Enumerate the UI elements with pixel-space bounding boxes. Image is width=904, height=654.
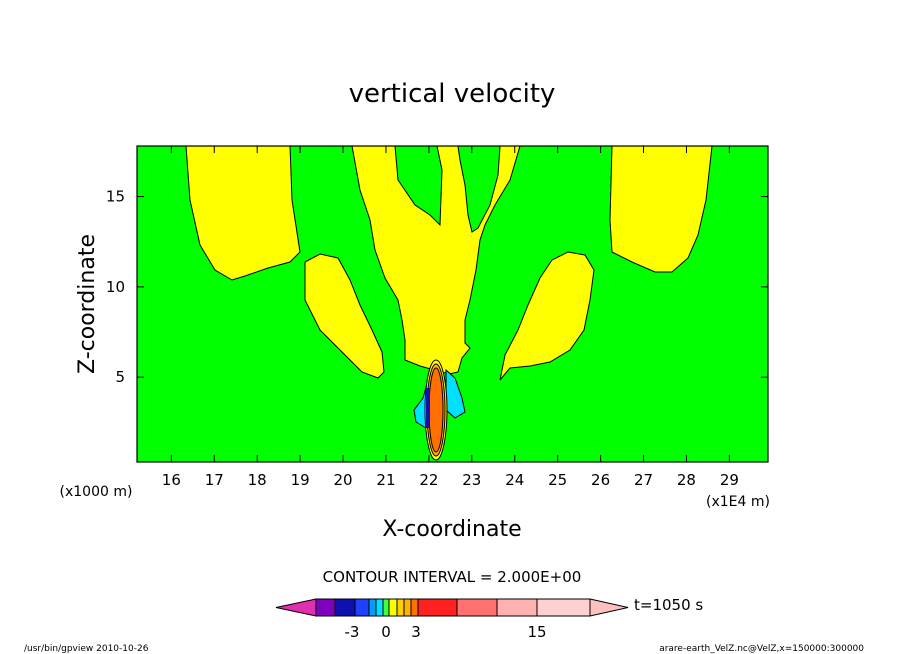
- colorbar: [275, 598, 629, 617]
- colorbar-cell: [368, 598, 377, 617]
- plot-frame: [136, 145, 769, 463]
- y-tick-label: 15: [106, 188, 125, 206]
- colorbar-high-arrow: [589, 598, 629, 617]
- x-tick-label: 22: [419, 471, 438, 489]
- colorbar-cell: [417, 598, 458, 617]
- core-updraft: [428, 367, 444, 453]
- plume-left-upper: [185, 145, 301, 281]
- x-tick-label: 21: [376, 471, 395, 489]
- plot-area: [136, 145, 769, 463]
- y-unit-note: (x1000 m): [60, 484, 133, 500]
- x-tick-label: 17: [205, 471, 224, 489]
- colorbar-cell: [396, 598, 405, 617]
- colorbar-cell: [382, 598, 390, 617]
- x-tick-label: 16: [162, 471, 181, 489]
- x-tick-label: 27: [634, 471, 653, 489]
- colorbar-time-label: t=1050 s: [634, 596, 703, 614]
- chart-title: vertical velocity: [349, 79, 556, 109]
- x-tick-label: 23: [462, 471, 481, 489]
- colorbar-cell: [388, 598, 398, 617]
- contour-interval-label: CONTOUR INTERVAL = 2.000E+00: [323, 568, 582, 586]
- colorbar-tick-label: -3: [345, 623, 360, 641]
- plume-left-mid: [304, 253, 385, 379]
- y-axis: 5 10 15: [106, 188, 768, 386]
- y-axis-label: Z-coordinate: [75, 234, 100, 374]
- x-axis-label: X-coordinate: [382, 517, 521, 542]
- x-tick-label: 25: [548, 471, 567, 489]
- colorbar-cell: [354, 598, 370, 617]
- colorbar-cell: [536, 598, 591, 617]
- y-tick-label: 10: [106, 278, 125, 296]
- colorbar-cell: [315, 598, 336, 617]
- x-tick-label: 18: [248, 471, 267, 489]
- colorbar-cell: [375, 598, 384, 617]
- x-tick-label: 26: [591, 471, 610, 489]
- x-tick-label: 24: [505, 471, 524, 489]
- colorbar-tick-label: 15: [527, 623, 546, 641]
- x-tick-label: 28: [677, 471, 696, 489]
- x-axis: 16 17 18 19 20 21 22 23 24 25 26 27 28 29: [162, 146, 739, 489]
- core-downdraft-strip: [426, 388, 430, 428]
- x-tick-label: 20: [333, 471, 352, 489]
- colorbar-cell: [334, 598, 356, 617]
- colorbar-cell: [403, 598, 412, 617]
- x-tick-label: 29: [720, 471, 739, 489]
- x-tick-label: 19: [291, 471, 310, 489]
- colorbar-tick-label: 3: [411, 623, 421, 641]
- y-tick-label: 5: [115, 368, 125, 386]
- footer-right: arare-earth_VelZ.nc@VelZ,x=150000:300000: [659, 644, 864, 654]
- plume-right-upper: [609, 145, 713, 273]
- plume-center-hole: [457, 145, 501, 233]
- plume-right-mid: [499, 251, 595, 381]
- colorbar-cell: [410, 598, 419, 617]
- colorbar-tick-label: 0: [381, 623, 391, 641]
- colorbar-low-arrow: [275, 598, 317, 617]
- x-unit-note: (x1E4 m): [706, 494, 770, 510]
- colorbar-cell: [456, 598, 498, 617]
- colorbar-cell: [496, 598, 538, 617]
- footer-left: /usr/bin/gpview 2010-10-26: [24, 644, 149, 654]
